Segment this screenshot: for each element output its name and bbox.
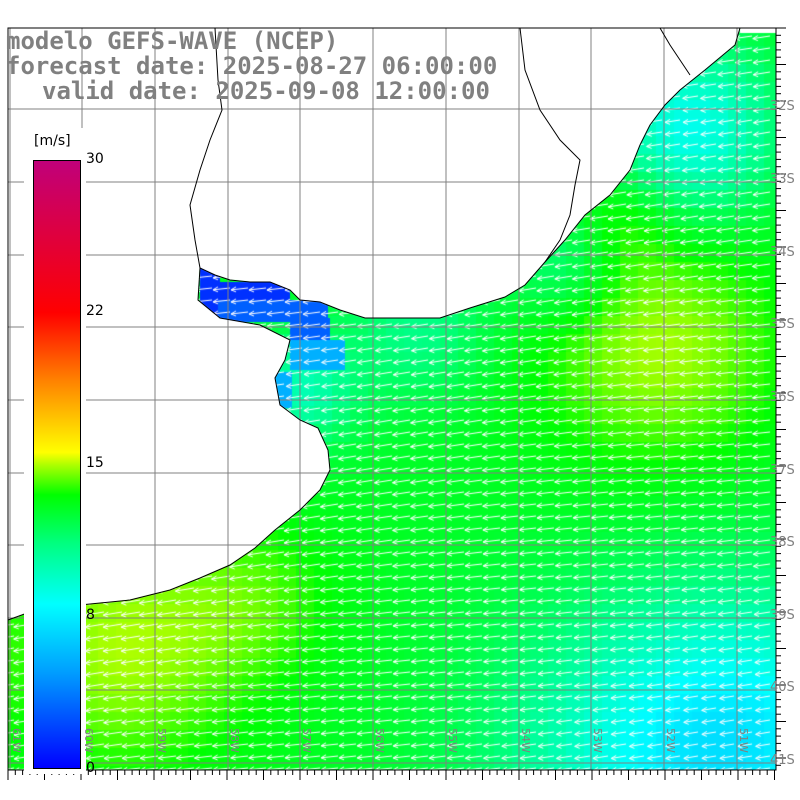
colorbar-units: [m/s]	[34, 133, 71, 149]
map-frame	[7, 27, 777, 771]
lon-label: 55W	[446, 728, 459, 753]
model-title: modelo GEFS-WAVE (NCEP)	[6, 27, 339, 55]
colorbar-tick-8: 8	[86, 607, 95, 623]
lon-label: 51W	[737, 728, 750, 753]
lon-label: 56W	[373, 728, 386, 753]
colorbar-tick-22: 22	[86, 303, 104, 319]
lat-label: 37S	[770, 463, 795, 478]
lat-label: 38S	[770, 535, 795, 550]
border-line	[189, 27, 223, 269]
colorbar	[33, 160, 81, 769]
coastline	[7, 27, 741, 621]
border-line	[659, 27, 691, 76]
lon-label: 60W	[82, 728, 95, 753]
lat-label: 34S	[770, 245, 795, 260]
lon-label: 58W	[228, 728, 241, 753]
lat-label: 39S	[770, 608, 795, 623]
lon-label: 54W	[519, 728, 532, 753]
forecast-date: forecast date: 2025-08-27 06:00:00	[6, 52, 498, 80]
lon-label: 59W	[155, 728, 168, 753]
valid-date: valid date: 2025-09-08 12:00:00	[42, 77, 490, 105]
border-line	[519, 27, 581, 263]
colorbar-tick-0: 0	[86, 760, 95, 776]
colorbar-tick-15: 15	[86, 455, 104, 471]
lon-label: 61W	[10, 728, 23, 753]
lat-label: 32S	[770, 99, 795, 114]
lat-label: 35S	[770, 317, 795, 332]
lon-label: 57W	[300, 728, 313, 753]
lat-label: 40S	[770, 680, 795, 695]
lat-label: 33S	[770, 172, 795, 187]
lat-label: 41S	[770, 753, 795, 768]
lon-label: 52W	[664, 728, 677, 753]
colorbar-tick-30: 30	[86, 151, 104, 167]
lon-label: 53W	[591, 728, 604, 753]
lat-label: 36S	[770, 390, 795, 405]
